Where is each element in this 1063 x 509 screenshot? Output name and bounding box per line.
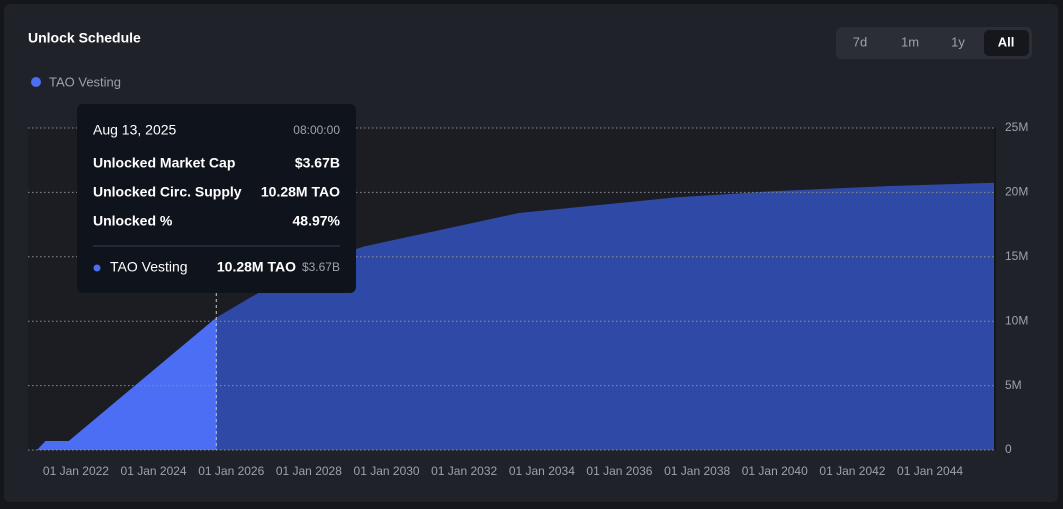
legend-label: TAO Vesting: [49, 74, 121, 89]
x-tick-label: 01 Jan 2024: [121, 464, 187, 478]
x-tick-label: 01 Jan 2040: [742, 464, 808, 478]
tooltip-series-value: $3.67B: [302, 260, 340, 274]
tooltip-value: 10.28M TAO: [261, 184, 340, 200]
y-tick-label: 10M: [1005, 313, 1028, 327]
x-tick-label: 01 Jan 2044: [897, 464, 963, 478]
range-button[interactable]: 1m: [901, 34, 919, 49]
range-button[interactable]: 7d: [853, 34, 867, 49]
tooltip-label: Unlocked %: [93, 213, 173, 229]
range-button[interactable]: All: [998, 34, 1015, 49]
x-tick-label: 01 Jan 2032: [431, 464, 497, 478]
tooltip-series-name: TAO Vesting: [110, 259, 188, 275]
y-tick-label: 20M: [1005, 185, 1028, 199]
x-tick-label: 01 Jan 2030: [354, 464, 420, 478]
x-tick-label: 01 Jan 2038: [664, 464, 730, 478]
tooltip-label: Unlocked Market Cap: [93, 155, 235, 171]
range-button[interactable]: 1y: [951, 34, 965, 49]
x-tick-label: 01 Jan 2028: [276, 464, 342, 478]
x-tick-label: 01 Jan 2042: [819, 464, 885, 478]
x-tick-label: 01 Jan 2036: [586, 464, 652, 478]
range-button-active: [984, 30, 1029, 56]
y-tick-label: 5M: [1005, 378, 1022, 392]
chart-title: Unlock Schedule: [28, 30, 141, 46]
x-tick-label: 01 Jan 2026: [198, 464, 264, 478]
tooltip-label: Unlocked Circ. Supply: [93, 184, 242, 200]
tooltip-series-amount: 10.28M TAO: [217, 259, 296, 275]
y-tick-label: 15M: [1005, 249, 1028, 263]
legend-marker: [31, 77, 41, 87]
tooltip-value: 48.97%: [293, 213, 341, 229]
tooltip-time: 08:00:00: [293, 123, 340, 137]
x-tick-label: 01 Jan 2022: [43, 464, 109, 478]
tooltip-value: $3.67B: [295, 155, 340, 171]
tooltip-date: Aug 13, 2025: [93, 122, 177, 138]
tooltip-marker: [93, 264, 101, 272]
range-selector: [836, 27, 1032, 59]
area: [37, 182, 995, 451]
x-tick-label: 01 Jan 2034: [509, 464, 575, 478]
y-tick-label: 25M: [1005, 120, 1028, 134]
y-tick-label: 0: [1005, 442, 1012, 456]
